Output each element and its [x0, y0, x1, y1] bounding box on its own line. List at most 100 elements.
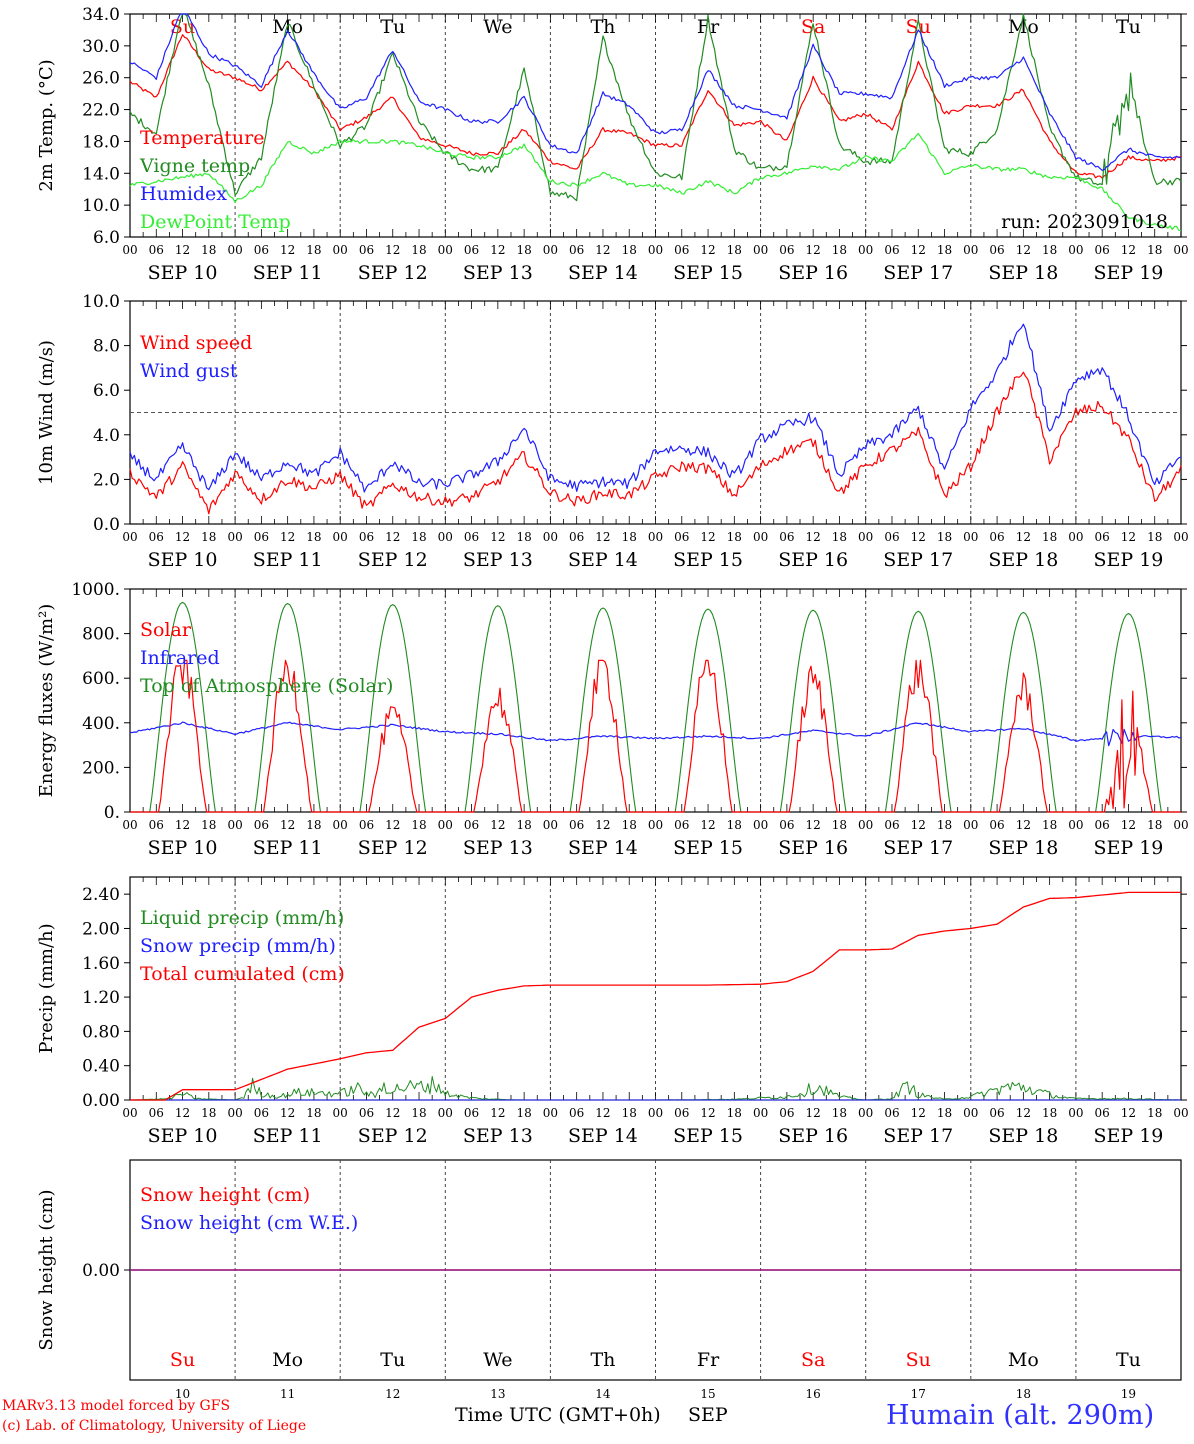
energy-legend-entry: Solar: [140, 619, 192, 641]
temp-hour-label: 06: [989, 243, 1004, 257]
wind-hour-label: 12: [1121, 530, 1136, 544]
temp-date-label: SEP 17: [883, 262, 953, 284]
precip-date-label: SEP 11: [253, 1125, 323, 1147]
precip-hour-label: 18: [1042, 1106, 1057, 1120]
temp-hour-label: 06: [674, 243, 689, 257]
run-label: run: 2023091018: [1001, 211, 1168, 233]
precip-hour-label: 00: [227, 1106, 242, 1120]
wind-hour-label: 00: [122, 530, 137, 544]
temp-series-0: [129, 34, 1182, 179]
precip-legend-entry: Snow precip (mm/h): [140, 935, 336, 957]
energy-date-label: SEP 15: [673, 837, 743, 859]
energy-hour-label: 00: [333, 818, 348, 832]
precip-hour-label: 00: [543, 1106, 558, 1120]
precip-hour-label: 12: [700, 1106, 715, 1120]
wind-hour-label: 00: [1068, 530, 1083, 544]
bottom-day-number: 10: [175, 1387, 190, 1401]
precip-ytick-label: 1.20: [82, 988, 120, 1008]
energy-hour-label: 06: [464, 818, 479, 832]
energy-date-label: SEP 14: [568, 837, 638, 859]
energy-hour-label: 12: [595, 818, 610, 832]
energy-hour-label: 00: [648, 818, 663, 832]
precip-hour-label: 12: [175, 1106, 190, 1120]
precip-ytick-label: 2.00: [82, 919, 120, 939]
temp-date-label: SEP 19: [1094, 262, 1164, 284]
temp-series-3: [129, 132, 1182, 232]
wind-hour-label: 18: [411, 530, 426, 544]
temp-ytick-label: 30.0: [82, 37, 120, 57]
wind-series-1: [129, 323, 1182, 493]
precip-ytick-label: 2.40: [82, 885, 120, 905]
energy-hour-label: 12: [490, 818, 505, 832]
energy-hour-label: 18: [937, 818, 952, 832]
temp-day-abbr: Mo: [1008, 16, 1039, 38]
bottom-day-number: 11: [280, 1387, 295, 1401]
precip-legend-entry: Liquid precip (mm/h): [140, 907, 344, 929]
temp-date-label: SEP 10: [148, 262, 218, 284]
wind-hour-label: 12: [806, 530, 821, 544]
precip-hour-label: 06: [149, 1106, 164, 1120]
precip-hour-label: 12: [385, 1106, 400, 1120]
bottom-day-number: 16: [806, 1387, 821, 1401]
energy-ytick-label: 800.: [82, 625, 120, 645]
temp-date-label: SEP 15: [673, 262, 743, 284]
temp-hour-label: 18: [1147, 243, 1162, 257]
wind-hour-label: 06: [779, 530, 794, 544]
temp-plot-frame: [129, 13, 1182, 238]
temp-hour-label: 06: [149, 243, 164, 257]
temp-day-abbr: We: [483, 16, 512, 38]
temp-hour-label: 18: [1042, 243, 1057, 257]
wind-hour-label: 00: [333, 530, 348, 544]
energy-legend-entry: Infrared: [140, 647, 220, 669]
energy-hour-label: 12: [806, 818, 821, 832]
precip-hour-label: 06: [569, 1106, 584, 1120]
energy-hour-label: 00: [227, 818, 242, 832]
bottom-day-number: 12: [385, 1387, 400, 1401]
energy-hour-label: 00: [543, 818, 558, 832]
wind-hour-label: 00: [438, 530, 453, 544]
precip-date-label: SEP 14: [568, 1125, 638, 1147]
energy-hour-label: 18: [832, 818, 847, 832]
wind-hour-label: 06: [149, 530, 164, 544]
precip-hour-label: 12: [911, 1106, 926, 1120]
precip-hour-label: 12: [806, 1106, 821, 1120]
temp-hour-label: 18: [832, 243, 847, 257]
energy-hour-label: 06: [884, 818, 899, 832]
bottom-day-number: 18: [1016, 1387, 1031, 1401]
energy-ytick-label: 400.: [82, 714, 120, 734]
wind-ytick-label: 8.0: [93, 337, 120, 357]
precip-date-label: SEP 10: [148, 1125, 218, 1147]
precip-hour-label: 00: [858, 1106, 873, 1120]
temp-hour-label: 06: [359, 243, 374, 257]
energy-hour-label: 06: [1095, 818, 1110, 832]
temp-hour-label: 12: [911, 243, 926, 257]
energy-hour-label: 12: [175, 818, 190, 832]
energy-hour-label: 18: [727, 818, 742, 832]
wind-hour-label: 06: [464, 530, 479, 544]
precip-date-label: SEP 12: [358, 1125, 428, 1147]
precip-hour-label: 00: [753, 1106, 768, 1120]
precip-hour-label: 18: [832, 1106, 847, 1120]
temp-hour-label: 06: [1095, 243, 1110, 257]
precip-hour-label: 06: [254, 1106, 269, 1120]
temp-hour-label: 12: [595, 243, 610, 257]
energy-ytick-label: 600.: [82, 669, 120, 689]
wind-hour-label: 12: [700, 530, 715, 544]
temp-hour-label: 00: [122, 243, 137, 257]
wind-date-label: SEP 19: [1094, 549, 1164, 571]
precip-hour-label: 00: [438, 1106, 453, 1120]
snow-day-abbr: Tu: [380, 1349, 405, 1371]
energy-date-label: SEP 16: [778, 837, 848, 859]
wind-hour-label: 06: [1095, 530, 1110, 544]
temp-hour-label: 06: [884, 243, 899, 257]
wind-hour-label: 00: [543, 530, 558, 544]
snow-legend-entry: Snow height (cm W.E.): [140, 1212, 358, 1234]
energy-date-label: SEP 18: [988, 837, 1058, 859]
precip-hour-label: 12: [1016, 1106, 1031, 1120]
wind-ylabel: 10m Wind (m/s): [36, 340, 57, 485]
energy-hour-label: 06: [149, 818, 164, 832]
wind-date-label: SEP 11: [253, 549, 323, 571]
precip-legend-entry: Total cumulated (cm): [140, 963, 345, 985]
wind-ytick-label: 2.0: [93, 470, 120, 490]
energy-plot-frame: [129, 588, 1182, 813]
